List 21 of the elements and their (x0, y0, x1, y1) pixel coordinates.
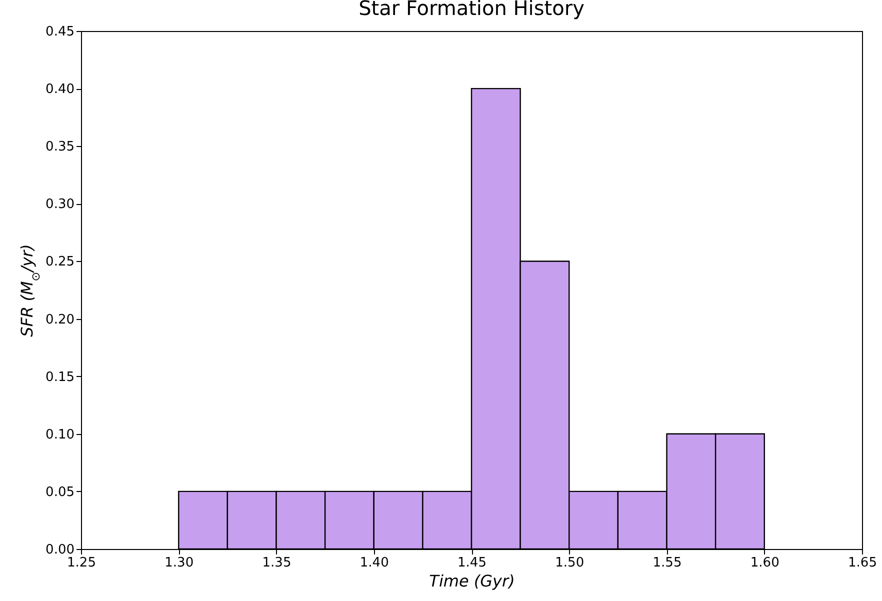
y-tick-label: 0.40 (46, 82, 74, 98)
x-tick-label: 1.30 (164, 556, 194, 570)
chart-title: Star Formation History (358, 0, 585, 20)
y-tick-label: 0.15 (46, 370, 74, 385)
x-tick-label: 1.55 (652, 556, 682, 570)
y-tick-label: 0.05 (46, 484, 74, 500)
x-tick-label: 1.50 (555, 556, 584, 570)
x-tick-label: 1.40 (360, 556, 389, 570)
x-tick-label: 1.45 (458, 556, 486, 570)
y-tick-label: 0.30 (46, 197, 74, 212)
y-tick-label: 0.25 (46, 254, 74, 270)
x-tick-label: 1.25 (67, 556, 96, 570)
y-tick-label: 0.35 (46, 140, 74, 155)
y-tick-label: 0.00 (46, 542, 74, 558)
x-tick-label: 1.35 (262, 556, 292, 570)
y-tick-label: 0.20 (46, 312, 74, 328)
x-axis-title: Time (Gyr) (429, 572, 515, 590)
x-tick-label: 1.60 (750, 556, 780, 570)
y-tick-label: 0.45 (46, 24, 74, 40)
x-tick-label: 1.65 (848, 556, 877, 570)
y-tick-label: 0.10 (46, 427, 74, 442)
